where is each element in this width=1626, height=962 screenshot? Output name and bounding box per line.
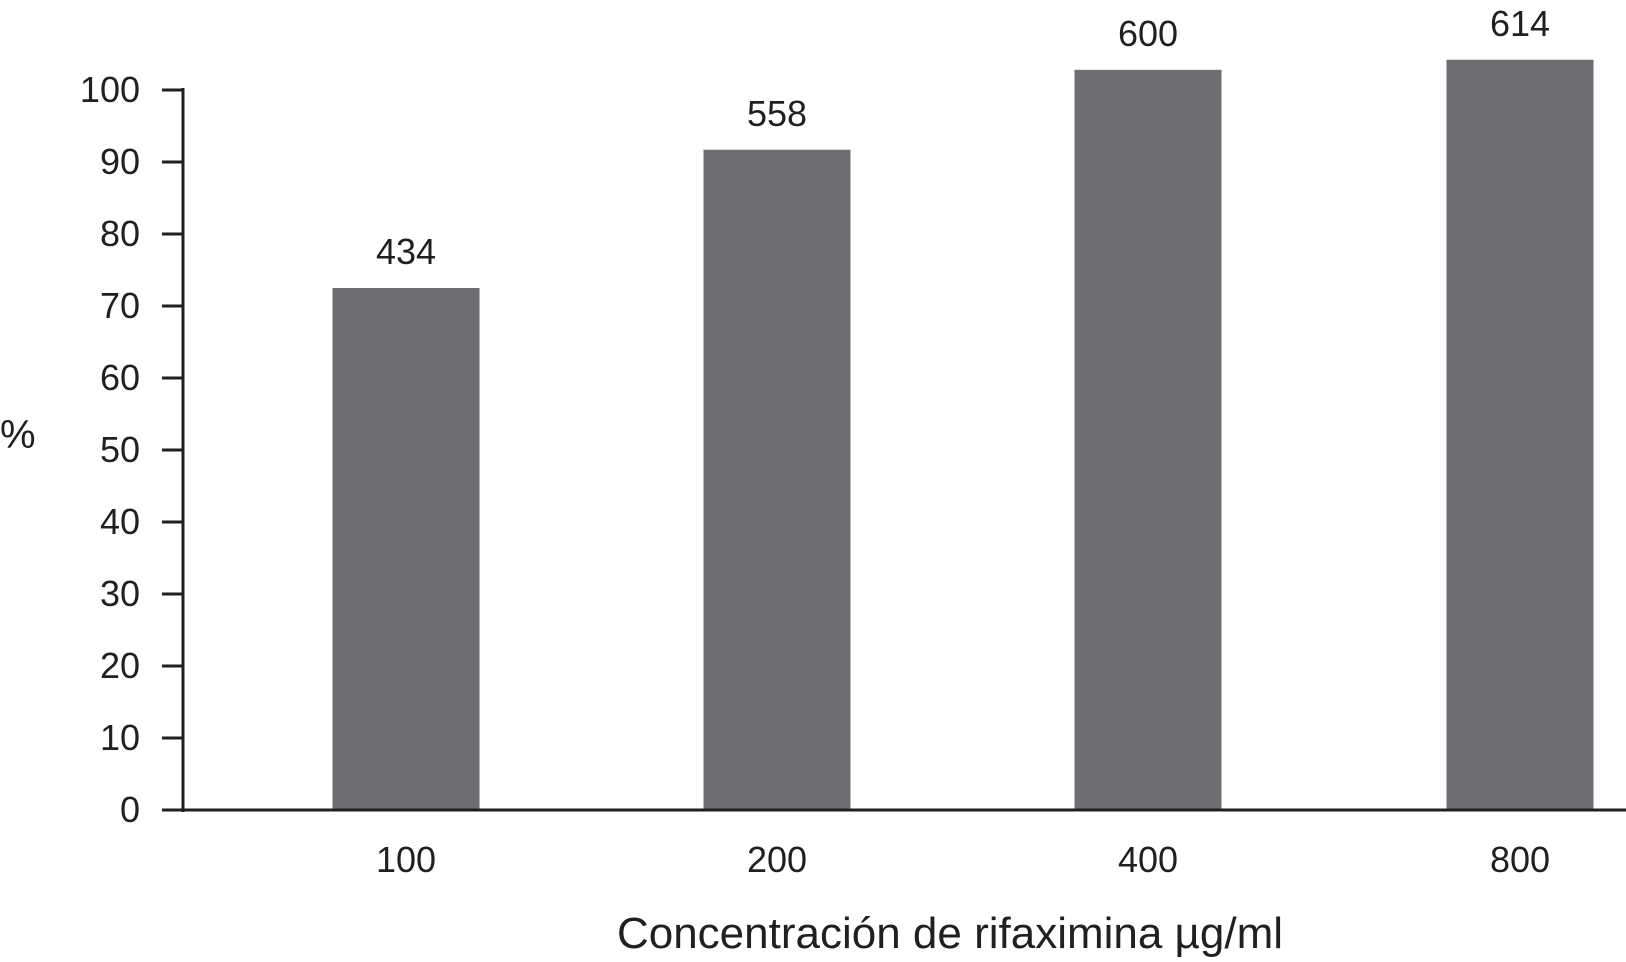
bar [332,288,480,810]
y-tick-label: 10 [100,717,140,758]
data-labels: 434 558 600 614 [376,3,1550,272]
x-tick-labels: 100 200 400 800 [376,839,1550,880]
y-axis-title: % [0,413,36,457]
y-tick-label: 0 [120,789,140,830]
y-tick-label: 60 [100,357,140,398]
x-tick-label: 400 [1118,839,1178,880]
x-tick-label: 100 [376,839,436,880]
y-ticks: 0 10 20 30 40 50 60 70 80 90 100 [80,69,183,830]
bar-data-label: 434 [376,231,436,272]
bar-data-label: 600 [1118,13,1178,54]
bar [703,149,851,810]
y-tick-label: 100 [80,69,140,110]
bar [1446,59,1594,810]
y-tick-label: 20 [100,645,140,686]
bar-data-label: 558 [747,93,807,134]
y-tick-label: 80 [100,213,140,254]
x-tick-label: 800 [1490,839,1550,880]
x-tick-label: 200 [747,839,807,880]
y-tick-label: 50 [100,429,140,470]
y-tick-label: 70 [100,285,140,326]
y-tick-label: 90 [100,141,140,182]
bars [332,59,1594,811]
y-tick-label: 40 [100,501,140,542]
bar [1074,69,1222,811]
y-tick-label: 30 [100,573,140,614]
bar-data-label: 614 [1490,3,1550,44]
x-axis-title: Concentración de rifaximina µg/ml [617,909,1283,958]
